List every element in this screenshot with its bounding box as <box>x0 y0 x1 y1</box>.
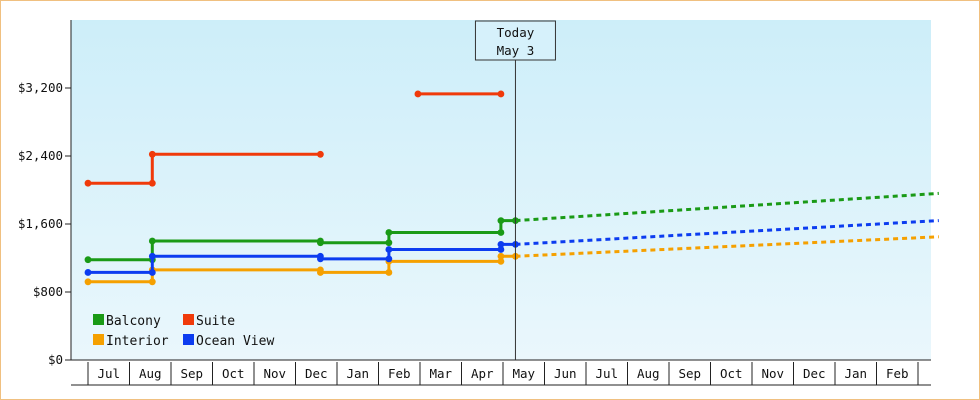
data-point-ocean-view <box>148 252 156 260</box>
data-point-balcony <box>148 237 156 245</box>
data-point-interior <box>84 278 92 286</box>
forecast-line-ocean-view <box>515 219 939 246</box>
x-tick-label: Aug <box>139 366 162 381</box>
x-tick-label: Jan <box>844 366 867 381</box>
x-tick-label: Dec <box>803 366 826 381</box>
data-point-suite <box>148 150 156 158</box>
x-tick-label: Jan <box>346 366 369 381</box>
data-point-suite <box>497 90 505 98</box>
x-tick-label: May <box>512 366 535 381</box>
today-label-text: May 3 <box>497 43 535 58</box>
data-point-ocean-view <box>84 269 92 276</box>
data-point-interior <box>497 252 505 260</box>
data-point-ocean-view <box>497 241 505 248</box>
x-tick-label: Nov <box>263 366 286 381</box>
x-tick-label: Nov <box>761 366 784 381</box>
series-line-balcony <box>88 219 516 262</box>
data-point-ocean-view <box>497 246 505 253</box>
data-point-suite <box>414 90 422 98</box>
x-tick-label: Aug <box>637 366 660 381</box>
x-axis: Jul Aug Sep Oct Nov Dec Jan Feb Mar Apr May Jun Jul A… <box>71 359 931 386</box>
legend-label-ocean-view: Ocean View <box>196 334 274 349</box>
legend-label-balcony: Balcony <box>106 314 161 329</box>
y-tick-label: $2,400 <box>18 148 63 163</box>
data-point-ocean-view <box>385 255 393 263</box>
x-tick-label: Feb <box>388 366 411 381</box>
data-point-suite <box>317 150 324 158</box>
series-layer <box>84 90 939 286</box>
legend-swatch-suite <box>183 314 194 325</box>
legend-label-suite: Suite <box>196 314 235 329</box>
legend-swatch-balcony <box>93 314 104 325</box>
y-axis: $0 $800 $1,600 $2,400 $3,200 <box>18 20 72 367</box>
data-point-interior <box>497 258 505 265</box>
plot-area <box>71 20 931 360</box>
data-point-interior <box>317 269 324 276</box>
x-tick-label: Apr <box>471 366 494 381</box>
x-tick-label: Jun <box>554 366 577 381</box>
forecast-line-interior <box>515 235 939 258</box>
data-point-interior <box>148 278 156 286</box>
data-point-suite <box>148 179 156 187</box>
today-label-box <box>474 20 556 61</box>
y-tick-label: $0 <box>48 352 63 367</box>
data-point-ocean-view <box>317 255 324 263</box>
data-point-balcony <box>385 239 393 247</box>
x-tick-label: Jul <box>97 366 120 381</box>
y-tick-label: $3,200 <box>18 80 63 95</box>
data-point-interior <box>385 269 393 276</box>
legend: Balcony Suite Interior Ocean View <box>93 314 274 349</box>
data-point-balcony <box>84 256 92 264</box>
x-tick-label: Sep <box>678 366 701 381</box>
today-marker: Today May 3 <box>474 20 556 360</box>
x-tick-label: Oct <box>222 366 245 381</box>
data-point-balcony <box>497 217 505 225</box>
x-tick-label: Feb <box>886 366 909 381</box>
data-point-balcony <box>497 229 505 236</box>
y-tick-label: $800 <box>33 284 63 299</box>
data-point-ocean-view <box>148 269 156 276</box>
data-point-balcony <box>385 229 393 236</box>
y-tick-label: $1,600 <box>18 216 63 231</box>
x-tick-label: Oct <box>720 366 743 381</box>
x-tick-label: Jul <box>595 366 618 381</box>
forecast-line-balcony <box>515 191 939 223</box>
x-tick-label: Mar <box>429 366 452 381</box>
legend-label-interior: Interior <box>106 334 169 349</box>
data-point-ocean-view <box>385 246 393 253</box>
x-tick-label: Sep <box>180 366 203 381</box>
legend-swatch-ocean-view <box>183 334 194 345</box>
data-point-suite <box>84 179 92 187</box>
series-line-suite <box>88 152 321 185</box>
today-label-text: Today <box>497 25 535 40</box>
legend-swatch-interior <box>93 334 104 345</box>
data-point-balcony <box>317 239 324 247</box>
x-tick-label: Dec <box>305 366 328 381</box>
